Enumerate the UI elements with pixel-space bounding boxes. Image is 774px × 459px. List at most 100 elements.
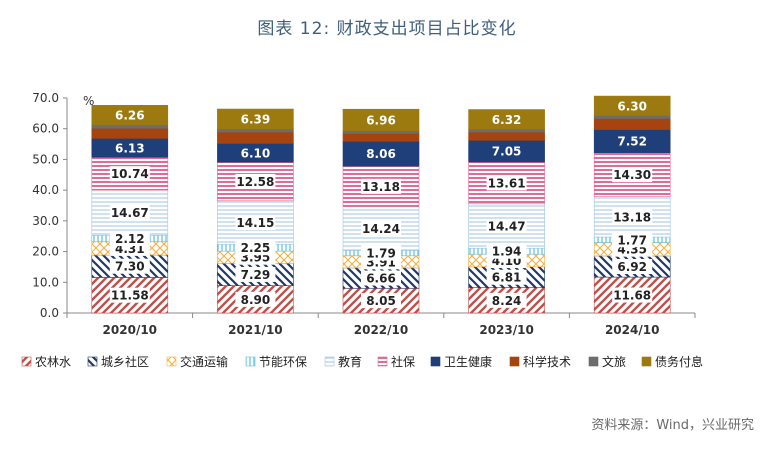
legend-swatch bbox=[509, 356, 520, 367]
data-label-box bbox=[361, 270, 401, 286]
data-label-box bbox=[361, 112, 401, 128]
data-label: 6.66 bbox=[366, 272, 396, 286]
data-label: 13.18 bbox=[613, 210, 651, 224]
legend-label: 科学技术 bbox=[523, 354, 571, 369]
legend-label: 文旅 bbox=[602, 354, 626, 369]
legend-swatch bbox=[166, 356, 177, 367]
bar-segment bbox=[593, 118, 671, 130]
data-label: 7.29 bbox=[241, 268, 271, 282]
x-tick-label: 2020/10 bbox=[103, 323, 157, 337]
source-note: 资料来源：Wind，兴业研究 bbox=[591, 418, 754, 433]
data-label: 7.52 bbox=[617, 135, 647, 149]
data-label-box bbox=[235, 291, 276, 307]
data-label-box bbox=[486, 111, 527, 127]
data-label: 6.30 bbox=[617, 99, 647, 113]
data-label: 8.05 bbox=[366, 294, 396, 308]
data-label: 14.67 bbox=[111, 206, 149, 220]
data-label: 14.15 bbox=[236, 216, 274, 230]
legend-swatch bbox=[21, 356, 32, 367]
data-label-box bbox=[612, 133, 653, 149]
bar-segment bbox=[91, 124, 169, 129]
data-label: 6.32 bbox=[492, 113, 522, 127]
bar-segment bbox=[593, 115, 671, 119]
data-label: 8.06 bbox=[366, 147, 396, 161]
data-label-box bbox=[235, 215, 276, 231]
data-label-box bbox=[612, 232, 653, 248]
bar-segment bbox=[91, 127, 169, 139]
data-label: 6.39 bbox=[241, 112, 271, 126]
data-label-box bbox=[612, 98, 653, 114]
legend-label: 卫生健康 bbox=[444, 354, 492, 369]
data-label-box bbox=[361, 293, 401, 309]
data-label-box bbox=[486, 243, 527, 259]
legend-label: 农林水 bbox=[35, 355, 71, 369]
data-label-box bbox=[109, 231, 150, 247]
data-label-box bbox=[235, 173, 276, 189]
data-label-box bbox=[361, 178, 401, 194]
data-label: 11.58 bbox=[111, 289, 149, 303]
data-label: 14.30 bbox=[613, 168, 651, 182]
legend-label: 城乡社区 bbox=[101, 354, 149, 369]
data-label: 14.24 bbox=[362, 222, 400, 236]
legend-label: 债务付息 bbox=[655, 354, 703, 369]
y-unit-label: % bbox=[83, 94, 94, 108]
data-label-box bbox=[361, 146, 401, 162]
data-label-box bbox=[235, 240, 276, 256]
axes: 0.0 10.0 20.0 30.0 40.0 50.0 60.0 70.0 % 2020/10 2… bbox=[32, 91, 696, 337]
bar-segment bbox=[468, 128, 545, 133]
y-tick-label: 60.0 bbox=[32, 122, 59, 136]
data-label-box bbox=[612, 209, 653, 225]
data-label: 2.25 bbox=[241, 241, 271, 255]
data-label-box bbox=[612, 287, 653, 303]
data-label-box bbox=[612, 258, 653, 274]
data-label-box bbox=[235, 111, 276, 127]
data-label-box bbox=[361, 245, 401, 261]
legend-swatch bbox=[430, 356, 441, 367]
legend-label: 教育 bbox=[338, 354, 362, 369]
data-label-box bbox=[109, 140, 150, 156]
figure-title: 图表 12: 财政支出项目占比变化 bbox=[257, 19, 517, 39]
data-labels: 11.587.304.312.1214.6710.746.136.268.907… bbox=[109, 98, 653, 309]
data-label: 7.30 bbox=[115, 260, 145, 274]
data-label-box bbox=[109, 287, 150, 303]
legend-swatch bbox=[641, 356, 652, 367]
y-tick-label: 70.0 bbox=[32, 91, 59, 105]
data-label: 6.26 bbox=[115, 108, 145, 122]
y-tick-label: 0.0 bbox=[40, 306, 59, 320]
data-label: 6.96 bbox=[366, 113, 396, 127]
data-label-box bbox=[486, 175, 527, 191]
legend-swatch bbox=[324, 356, 335, 367]
data-label-box bbox=[486, 218, 527, 234]
legend-swatch bbox=[588, 356, 599, 367]
bar-segment bbox=[217, 128, 294, 133]
data-label: 7.05 bbox=[492, 145, 522, 159]
x-tick-label: 2022/10 bbox=[354, 323, 408, 337]
data-label: 12.58 bbox=[236, 175, 274, 189]
data-label: 13.61 bbox=[488, 176, 526, 190]
data-label-box bbox=[235, 266, 276, 282]
data-label: 1.79 bbox=[366, 247, 396, 261]
data-label: 6.10 bbox=[241, 146, 271, 160]
data-label: 1.94 bbox=[492, 245, 522, 259]
legend-swatch bbox=[87, 356, 98, 367]
data-label: 8.90 bbox=[241, 293, 271, 307]
legend-label: 节能环保 bbox=[259, 355, 307, 369]
data-label: 1.77 bbox=[617, 233, 647, 247]
legend: 农林水 城乡社区 交通运输 节能环保 教育 社保 卫生健康 科学技术 文旅 债务付息 bbox=[21, 354, 703, 369]
bar-segment bbox=[342, 130, 420, 134]
data-label-box bbox=[109, 166, 150, 182]
data-label-box bbox=[361, 220, 401, 236]
data-label-box bbox=[109, 258, 150, 274]
data-label-box bbox=[109, 107, 150, 123]
data-label-box bbox=[612, 167, 653, 183]
bar-segment bbox=[342, 133, 420, 142]
data-label-box bbox=[235, 145, 276, 161]
legend-label: 社保 bbox=[391, 354, 415, 369]
y-tick-label: 10.0 bbox=[32, 275, 59, 289]
y-tick-label: 20.0 bbox=[32, 245, 59, 259]
data-label: 14.47 bbox=[488, 220, 526, 234]
y-tick-label: 50.0 bbox=[32, 152, 59, 166]
data-label-box bbox=[486, 143, 527, 159]
y-tick-label: 40.0 bbox=[32, 183, 59, 197]
bar-segment bbox=[468, 131, 545, 141]
